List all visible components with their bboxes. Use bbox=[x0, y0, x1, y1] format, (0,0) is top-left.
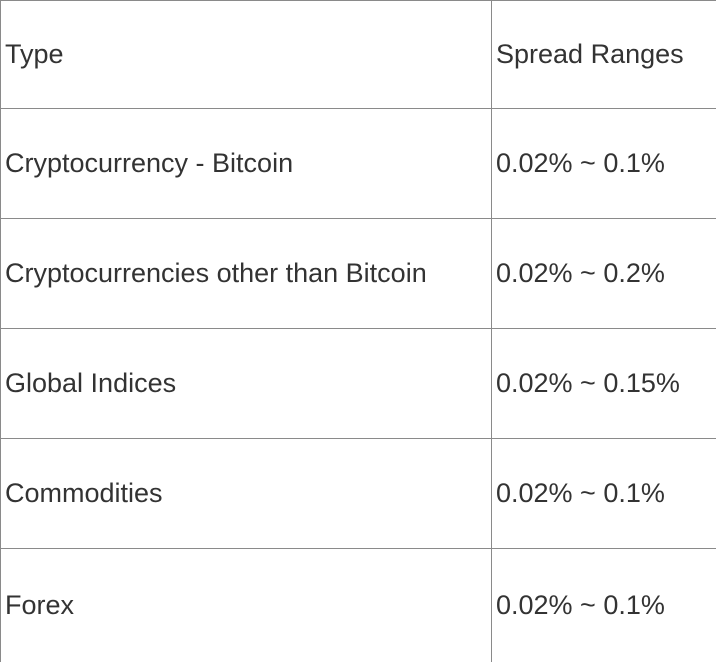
table-row: Commodities 0.02% ~ 0.1% bbox=[0, 438, 716, 549]
type-cell: Cryptocurrencies other than Bitcoin bbox=[0, 218, 492, 329]
table-row: Cryptocurrencies other than Bitcoin 0.02… bbox=[0, 218, 716, 329]
spread-cell: 0.02% ~ 0.1% bbox=[491, 108, 716, 219]
spread-cell: 0.02% ~ 0.15% bbox=[491, 328, 716, 439]
column-header-spread-ranges: Spread Ranges bbox=[491, 0, 716, 109]
column-header-type: Type bbox=[0, 0, 492, 109]
type-cell: Commodities bbox=[0, 438, 492, 549]
table-row: Global Indices 0.02% ~ 0.15% bbox=[0, 328, 716, 439]
type-cell: Global Indices bbox=[0, 328, 492, 439]
spread-cell: 0.02% ~ 0.1% bbox=[491, 438, 716, 549]
spread-cell: 0.02% ~ 0.2% bbox=[491, 218, 716, 329]
table-row: Forex 0.02% ~ 0.1% bbox=[0, 548, 716, 662]
type-cell: Cryptocurrency - Bitcoin bbox=[0, 108, 492, 219]
type-cell: Forex bbox=[0, 548, 492, 662]
table-row: Cryptocurrency - Bitcoin 0.02% ~ 0.1% bbox=[0, 108, 716, 219]
spread-cell: 0.02% ~ 0.1% bbox=[491, 548, 716, 662]
table-header-row: Type Spread Ranges bbox=[0, 0, 716, 109]
